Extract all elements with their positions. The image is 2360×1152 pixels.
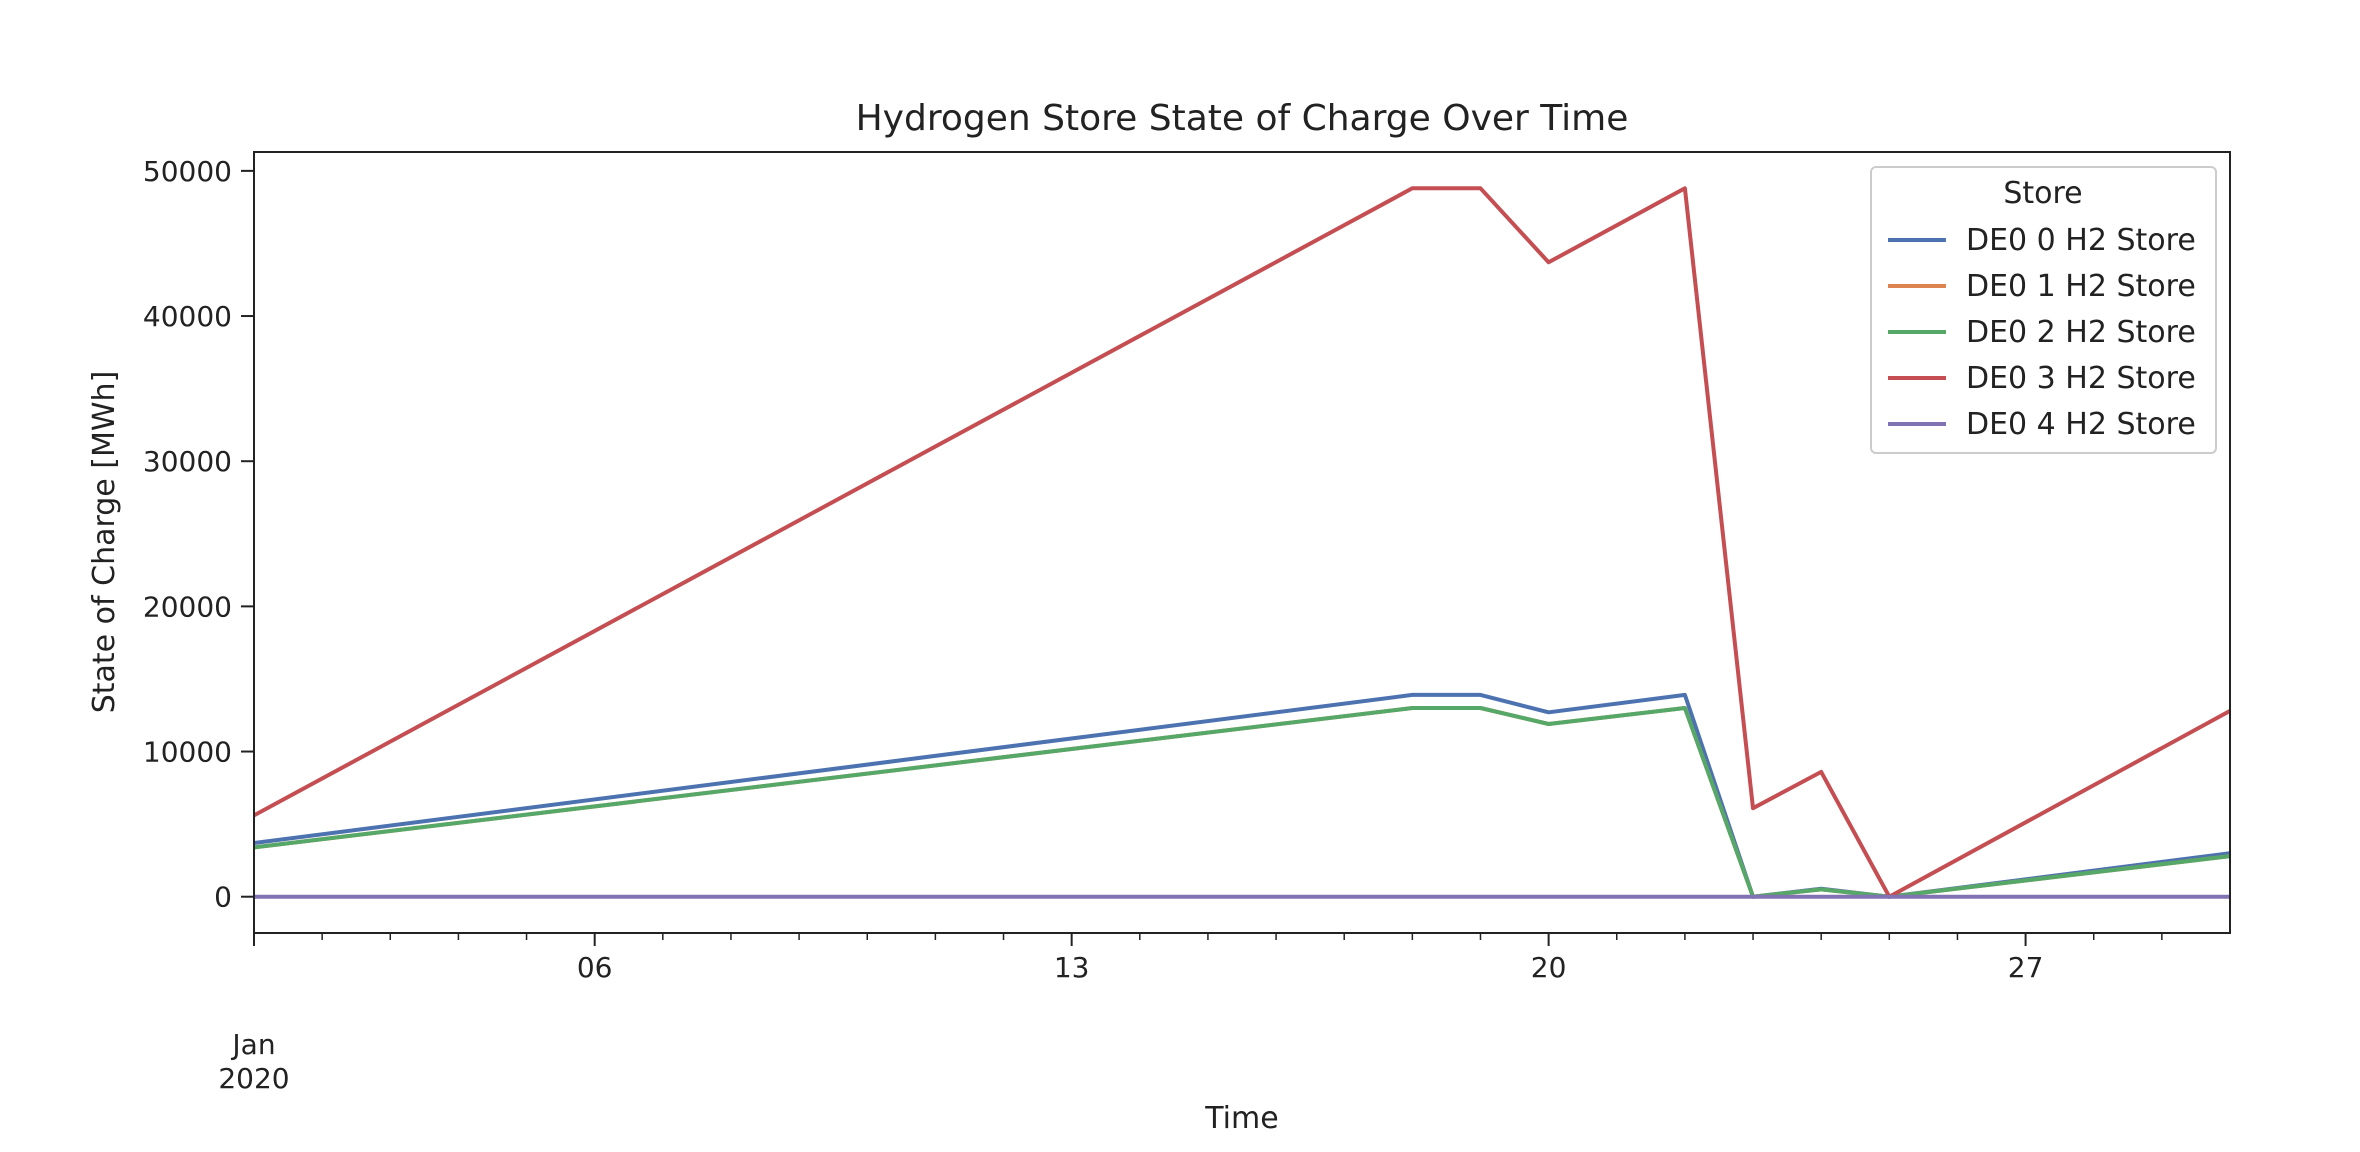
x-tick-label: 20 xyxy=(1531,951,1567,984)
x-axis-title: Time xyxy=(1204,1101,1278,1136)
x-tick-label: 27 xyxy=(2008,951,2044,984)
legend-label-4: DE0 4 H2 Store xyxy=(1966,407,2196,442)
series-line-1 xyxy=(253,706,2231,899)
legend-box xyxy=(1870,166,2217,454)
y-tick-label: 30000 xyxy=(143,445,232,478)
series-lines xyxy=(253,186,2231,899)
y-tick-label: 0 xyxy=(214,881,232,914)
series-line-3 xyxy=(253,186,2231,899)
y-tick-label: 50000 xyxy=(143,155,232,188)
x-tick-label: 13 xyxy=(1054,951,1090,984)
y-axis-title: State of Charge [MWh] xyxy=(87,371,122,714)
y-tick-label: 20000 xyxy=(143,590,232,623)
y-tick-label: 10000 xyxy=(143,736,232,769)
y-axis: 0 10000 20000 30000 40000 50000 xyxy=(143,155,254,914)
x-tick-label: 06 xyxy=(577,951,613,984)
x-tick-label: Jan xyxy=(230,1028,275,1061)
x-tick-sublabel: 2020 xyxy=(218,1062,289,1095)
legend-label-2: DE0 2 H2 Store xyxy=(1966,315,2196,350)
chart-title: Hydrogen Store State of Charge Over Time xyxy=(856,98,1629,139)
legend: Store DE0 0 H2 Store DE0 1 H2 Store DE0 2 … xyxy=(1870,166,2217,454)
y-tick-label: 40000 xyxy=(143,300,232,333)
plot-frame xyxy=(253,151,2231,934)
series-line-2 xyxy=(253,706,2231,899)
legend-title: Store xyxy=(2003,176,2082,211)
legend-label-0: DE0 0 H2 Store xyxy=(1966,223,2196,258)
legend-label-1: DE0 1 H2 Store xyxy=(1966,269,2196,304)
series-line-0 xyxy=(253,692,2231,899)
legend-label-3: DE0 3 H2 Store xyxy=(1966,361,2196,396)
